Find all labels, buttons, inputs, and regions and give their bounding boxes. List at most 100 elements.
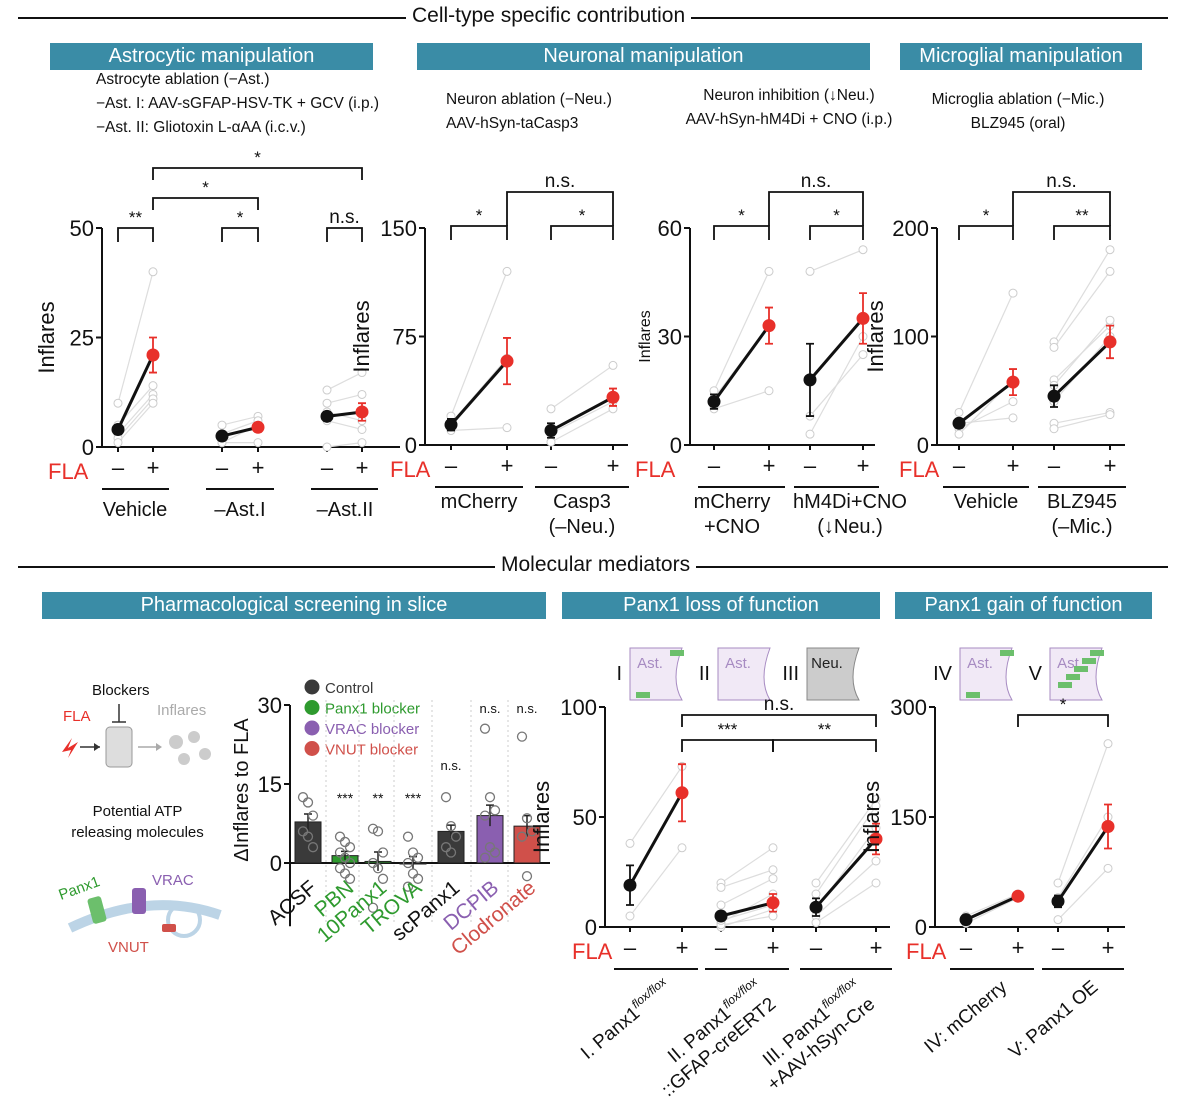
section-title-bottom: Molecular mediators: [495, 553, 697, 577]
y-tick-label: 150: [890, 805, 927, 830]
desc-line: AAV-hSyn-hM4Di + CNO (i.p.): [685, 111, 893, 128]
significance-label: **: [373, 790, 384, 806]
mean-point-baseline: [215, 429, 229, 443]
individual-point: [1049, 424, 1059, 434]
y-tick-label: 30: [658, 325, 682, 350]
significance-label: *: [202, 178, 209, 197]
desc-line: Neuron inhibition (↓Neu.): [703, 87, 875, 104]
fla-minus: –: [624, 935, 637, 960]
data-point: [302, 831, 314, 842]
mean-line: [116, 354, 155, 431]
data-point: [402, 857, 414, 869]
individual-point: [768, 865, 778, 875]
desc-neu-inh: Neuron inhibition (↓Neu.) AAV-hSyn-hM4Di…: [664, 84, 914, 132]
fla-minus: –: [545, 453, 558, 478]
data-point: [302, 797, 314, 808]
mean-line: [965, 894, 1019, 922]
individual-point: [357, 438, 367, 448]
potential-line: releasing molecules: [71, 824, 204, 841]
group-label-line: –Ast.II: [317, 499, 374, 521]
individual-line: [450, 271, 508, 417]
individual-line: [958, 401, 1014, 430]
data-point: [372, 863, 384, 874]
mean-point-fla: [675, 786, 689, 800]
mean-point-fla: [1006, 375, 1020, 389]
data-point: [339, 836, 351, 848]
mean-point-baseline: [623, 878, 637, 892]
individual-line: [713, 271, 770, 392]
individual-point: [1105, 315, 1115, 325]
individual-line: [1057, 867, 1109, 921]
fla-label: FLA: [635, 457, 676, 482]
group-label-line: Casp3: [553, 491, 611, 513]
fla-schematic-label: FLA: [63, 708, 91, 725]
individual-point: [811, 889, 821, 899]
x-tick: [1057, 927, 1109, 932]
mean-line: [1052, 340, 1112, 398]
individual-point: [811, 878, 821, 888]
box-lof: Panx1 loss of function: [562, 592, 880, 619]
y-axis-label: ΔInflares to FLA: [231, 718, 253, 862]
desc-mic-abl: Microglia ablation (−Mic.) BLZ945 (oral): [918, 88, 1118, 136]
fla-minus: –: [216, 455, 229, 480]
panx1-channel-icon: [1074, 666, 1088, 672]
desc-line: −Ast. II: Gliotoxin L-αAA (i.c.v.): [96, 119, 306, 136]
mean-line: [814, 838, 878, 909]
mean-point-baseline: [1051, 894, 1065, 908]
y-tick-label: 75: [393, 325, 417, 350]
data-point: [479, 810, 491, 821]
y-tick-label: 0: [585, 915, 597, 940]
mean-line: [550, 395, 614, 432]
individual-point: [768, 874, 778, 884]
significance-label: n.s.: [545, 171, 576, 192]
significance-bracket: [1053, 225, 1111, 240]
group-label-text: IV: mCherry: [921, 976, 1012, 1057]
individual-line: [1053, 271, 1111, 348]
group-label: –Ast.I: [214, 499, 265, 521]
group-label: hM4Di+CNO (↓Neu.): [793, 491, 907, 538]
cell-inset: [806, 647, 860, 701]
fla-minus: –: [1052, 935, 1065, 960]
individual-line: [815, 799, 877, 884]
individual-line: [815, 882, 877, 924]
data-point: [377, 847, 389, 858]
mean-point-fla: [1101, 820, 1115, 834]
fla-plus: +: [1102, 935, 1115, 960]
individual-line: [117, 271, 154, 404]
significance-label: n.s.: [764, 694, 795, 715]
individual-line: [713, 390, 770, 410]
y-tick-label: 0: [670, 433, 682, 458]
mean-line: [449, 360, 509, 426]
section-title-top: Cell-type specific contribution: [406, 4, 692, 28]
potential-label: Potential ATP releasing molecules: [55, 801, 220, 843]
fla-plus: +: [1104, 453, 1117, 478]
fla-plus: +: [857, 453, 870, 478]
data-point: [402, 881, 414, 892]
data-point: [344, 857, 356, 869]
box-neuro: Neuronal manipulation: [417, 43, 870, 70]
inflares-dots-icon: [169, 731, 211, 765]
x-tick: [117, 447, 154, 452]
individual-point: [1053, 915, 1063, 925]
fla-plus: +: [763, 453, 776, 478]
desc-astro: Astrocyte ablation (−Ast.) −Ast. I: AAV-…: [96, 68, 379, 140]
individual-point: [625, 838, 635, 848]
individual-line: [117, 402, 154, 444]
panx1-channel-icon: [966, 692, 980, 698]
fla-plus: +: [1007, 453, 1020, 478]
vrac-label: VRAC: [152, 872, 194, 889]
mean-point-baseline: [444, 418, 458, 432]
inset-number: V: [1029, 663, 1043, 685]
individual-point: [148, 381, 158, 391]
y-axis: [936, 228, 1125, 446]
group-label-line: Vehicle: [954, 491, 1019, 513]
significance-bracket: [550, 225, 614, 240]
individual-point: [677, 843, 687, 853]
panx1-channel-icon: [1090, 650, 1104, 656]
y-axis-label: Inflares: [859, 781, 884, 853]
individual-point: [871, 801, 881, 811]
y-axis-label: Inflares: [637, 310, 654, 362]
significance-label: n.s.: [1046, 171, 1077, 192]
arrow-head-icon: [94, 743, 100, 751]
